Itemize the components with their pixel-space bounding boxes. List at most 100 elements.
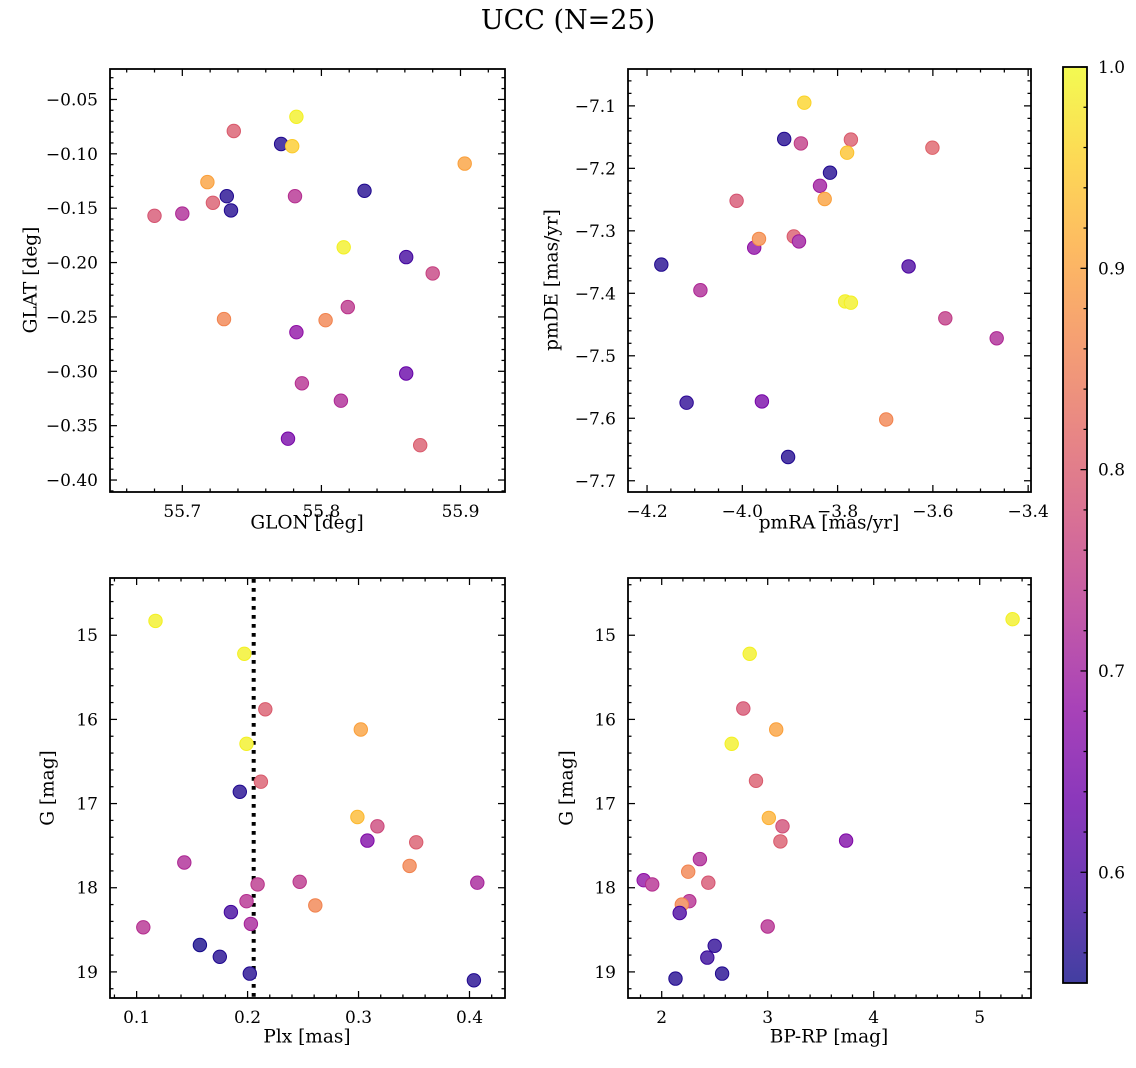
scatter-point <box>751 231 767 247</box>
scatter-point <box>340 299 355 315</box>
y-axis-label-g-left: G [mag] <box>37 750 59 826</box>
y-tick-label: −0.30 <box>46 362 98 382</box>
scatter-point <box>370 819 385 834</box>
axes-frame <box>109 68 506 493</box>
x-axis-label-pmra: pmRA [mas/yr] <box>758 512 900 534</box>
scatter-point <box>754 394 770 409</box>
x-tick-label: 3 <box>762 1008 773 1028</box>
scatter-point <box>679 395 694 410</box>
scatter-point <box>668 971 683 986</box>
scatter-point <box>223 904 239 920</box>
x-tick-label: −3.6 <box>912 502 953 522</box>
scatter-point <box>777 131 792 147</box>
scatter-point <box>350 809 365 825</box>
scatter-point <box>223 203 239 218</box>
x-tick-label: 0.3 <box>345 1008 372 1028</box>
scatter-point <box>925 140 940 155</box>
scatter-point <box>294 376 310 391</box>
x-tick-label: 55.9 <box>442 502 480 522</box>
scatter-point <box>724 736 739 751</box>
panel-plx-g: 0.1 0.2 0.3 0.4 15 16 17 18 19 <box>76 577 506 1028</box>
scatter-point <box>242 966 258 981</box>
scatter-point <box>425 266 440 281</box>
panel-glon-glat: 55.7 55.8 55.9 −0.05 −0.10 −0.15 −0.20 −0.25 −0.… <box>46 68 506 522</box>
x-tick-label: 55.8 <box>302 502 340 522</box>
y-tick-label: −0.40 <box>46 471 98 491</box>
scatter-point <box>938 311 953 326</box>
scatter-point <box>253 774 269 789</box>
y-tick-label: −0.35 <box>46 417 98 437</box>
scatter-point <box>729 193 744 209</box>
x-axis-label-bprp: BP-RP [mag] <box>769 1026 889 1048</box>
scatter-point <box>192 937 208 953</box>
scatter-point <box>822 165 838 180</box>
colorbar-frame <box>1062 66 1088 984</box>
scatter-point <box>399 249 414 265</box>
scatter-point <box>773 834 788 849</box>
scatter-point <box>797 95 812 110</box>
scatter-point <box>318 313 333 328</box>
y-axis-label-g-right: G [mag] <box>556 750 578 826</box>
y-axis-label-pmde: pmDE [mas/yr] <box>541 209 563 351</box>
ticks <box>110 69 505 492</box>
scatter-point <box>353 722 368 737</box>
scatter-point <box>714 966 730 981</box>
scatter-point <box>402 858 417 874</box>
scatter-point <box>413 438 428 453</box>
scatter-point <box>258 702 273 717</box>
scatter-point <box>707 938 722 953</box>
scatter-point <box>672 905 687 921</box>
scatter-point <box>645 877 660 892</box>
y-tick-label: −0.25 <box>46 308 98 328</box>
scatter-point <box>333 393 349 408</box>
scatter-point <box>701 875 716 890</box>
y-tick-label: 19 <box>76 963 98 983</box>
y-tick-label: 15 <box>76 626 98 646</box>
x-tick-label: 4 <box>868 1008 879 1028</box>
scatter-point <box>457 156 472 171</box>
axes-frame <box>627 68 1032 493</box>
scatter-point <box>742 646 757 661</box>
y-tick-label: −7.5 <box>575 347 616 367</box>
scatter-point <box>760 919 775 934</box>
colorbar-ticks <box>1080 66 1087 954</box>
scatter-point <box>232 784 248 799</box>
scatter-point <box>136 920 151 935</box>
scatter-point <box>681 864 696 879</box>
scatter-point <box>289 109 304 125</box>
colorbar-tick-label: 0.6 <box>1098 863 1125 883</box>
colorbar-tick-label: 0.9 <box>1098 259 1125 279</box>
scatter-point <box>839 145 855 160</box>
scatter-point <box>793 136 809 151</box>
x-tick-label: 2 <box>656 1008 667 1028</box>
scatter-point <box>239 894 254 909</box>
scatter-point <box>308 898 323 913</box>
scatter-point <box>748 773 764 788</box>
y-tick-label: −0.15 <box>46 199 98 219</box>
scatter-point <box>838 833 854 848</box>
scatter-point <box>409 835 424 850</box>
scatter-point <box>470 875 485 890</box>
y-tick-label: −7.6 <box>575 409 616 429</box>
figure-title: UCC (N=25) <box>480 5 656 36</box>
y-axis-label-glat: GLAT [deg] <box>20 226 42 334</box>
scatter-point <box>360 833 375 848</box>
x-tick-label: 55.7 <box>163 502 201 522</box>
y-tick-label: −0.10 <box>46 145 98 165</box>
scatter-point <box>693 283 708 298</box>
scatter-point <box>692 851 708 867</box>
x-tick-label: 0.4 <box>456 1008 483 1028</box>
y-tick-label: −0.05 <box>46 90 98 110</box>
scatter-point <box>654 257 669 272</box>
y-tick-label: 15 <box>594 626 616 646</box>
y-tick-label: −7.7 <box>575 472 616 492</box>
panel-bprp-g: 2 3 4 5 15 16 17 18 19 <box>594 577 1032 1028</box>
scatter-point <box>239 736 254 751</box>
x-tick-label: −4.0 <box>722 502 763 522</box>
colorbar-bar <box>1063 67 1087 983</box>
scatter-point <box>879 412 894 427</box>
colorbar-tick-label: 0.7 <box>1098 662 1125 682</box>
y-tick-label: 16 <box>594 710 616 730</box>
scatter-point <box>292 874 307 889</box>
